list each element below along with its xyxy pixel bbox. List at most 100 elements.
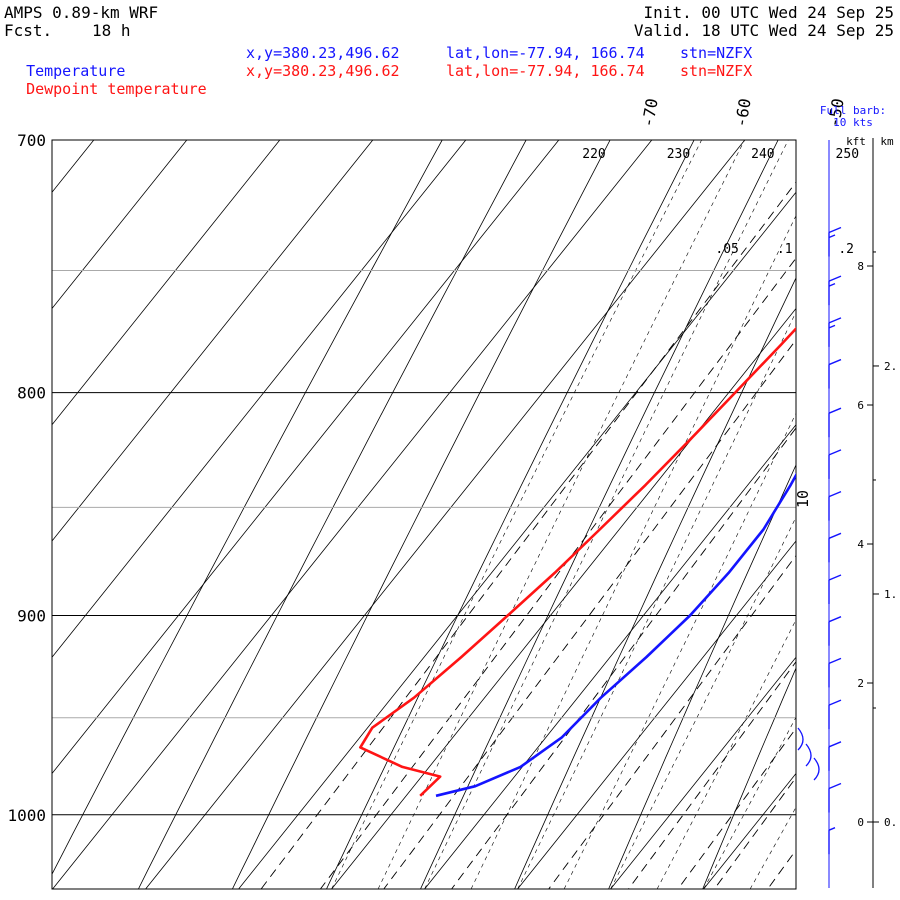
dry-adiabat-label: 230 [667, 147, 690, 162]
mixing-ratio-line [677, 727, 796, 889]
wind-barb-half-feather [828, 827, 836, 831]
wind-barb [828, 782, 842, 813]
isotherm-line [517, 540, 796, 889]
wind-barb [828, 490, 842, 521]
pressure-label: 1000 [7, 806, 46, 825]
mixing-ratio-line [260, 181, 796, 889]
forecast-hours: 18 h [92, 21, 131, 40]
dry-adiabat-line [326, 140, 695, 889]
moist-adiabat-line [470, 215, 796, 889]
valid-time: Valid. 18 UTC Wed 24 Sep 25 [633, 21, 894, 40]
dry-adiabat-line [608, 463, 796, 889]
mixing-ratio-label: .05 [715, 242, 738, 257]
isotherm-line [890, 140, 900, 889]
wind-barb-feather [828, 741, 842, 748]
inline-label-text: 10 [794, 490, 812, 508]
surface-wind-barb [813, 757, 820, 781]
wind-barb-feather [828, 699, 842, 706]
wind-barb-feather [828, 317, 842, 324]
dry-adiabat-label: 220 [582, 147, 605, 162]
isotherm-line [52, 140, 560, 775]
dry-adiabat-line [514, 276, 796, 889]
moist-adiabat-line [377, 140, 745, 889]
mixing-ratio-line [451, 427, 796, 889]
wind-barb-feather [828, 532, 842, 539]
kft-tick-label: 0 [857, 816, 864, 829]
dry-adiabat-label: 240 [751, 147, 774, 162]
mixing-ratio-label: .2 [838, 242, 854, 257]
wind-barb-feather [828, 226, 842, 234]
isotherm-label-text: -50 [824, 97, 848, 129]
wind-title-2: 10 kts [833, 116, 873, 129]
pressure-label: 700 [17, 131, 46, 150]
km-label: km [880, 135, 894, 148]
wind-barb [828, 449, 842, 479]
wind-barb [828, 317, 842, 347]
wind-barb [828, 407, 842, 438]
moist-adiabat-line [424, 140, 789, 889]
dry-adiabat-line [420, 140, 779, 889]
legend-temperature-label: Temperature [26, 62, 126, 80]
model-title: AMPS 0.89-km WRF [4, 3, 159, 22]
wind-barb-feather [828, 782, 842, 790]
kft-tick-label: 2 [857, 677, 864, 690]
wind-barb [828, 226, 842, 257]
legend-dewpoint-label: Dewpoint temperature [26, 80, 207, 98]
wind-barb-half-feather [828, 234, 836, 239]
mixing-ratio-line [383, 339, 796, 889]
dry-adiabat-line [877, 29, 900, 900]
wind-barb-feather [828, 657, 842, 665]
wind-barb [828, 741, 842, 771]
wind-barb-feather [828, 358, 842, 366]
wind-barb [828, 574, 842, 604]
isotherm-label: -60 [731, 97, 755, 129]
mixing-ratio-line [548, 554, 796, 889]
dry-adiabat-line [52, 140, 443, 876]
wind-barb [828, 699, 842, 730]
kft-label: kft [846, 135, 866, 148]
moist-adiabat-line [656, 619, 796, 889]
wind-barb [828, 275, 842, 306]
surface-wind-barb [805, 743, 812, 767]
mixing-ratio-line [320, 257, 796, 889]
moist-adiabat-line [797, 113, 900, 889]
wind-panel: Full barb: 10 kts kft km 8 6 4 2 0 2. 1. 0. [797, 104, 897, 888]
wind-title-1: Full barb: [820, 104, 886, 117]
plot-frame [51, 139, 797, 890]
moist-adiabat-line [843, 113, 900, 889]
legend-temperature-latlon: lat,lon=-77.94, 166.74 [446, 44, 645, 62]
wind-barb [828, 358, 842, 389]
dry-adiabat-label: 250 [836, 147, 859, 162]
dry-adiabat-line [702, 667, 796, 889]
legend-dewpoint: Dewpoint temperature [8, 62, 207, 98]
isotherm-line [52, 140, 188, 310]
temperature-trace [435, 472, 796, 798]
wind-barb-feather [828, 407, 842, 414]
mixing-ratio-line [714, 776, 796, 889]
moist-adiabat-line [890, 113, 900, 889]
isotherm-line [52, 140, 95, 193]
wind-barb [828, 827, 836, 855]
isotherm-line [52, 140, 467, 658]
sounding-traces [358, 326, 796, 798]
wind-barb-half-feather [828, 283, 836, 287]
isotherm-line [52, 140, 374, 542]
legend-temperature-xy: x,y=380.23,496.62 [246, 44, 400, 62]
forecast-label: Fcst. [4, 21, 53, 40]
moist-adiabat-line [610, 516, 796, 889]
km-tick-label: 1. [884, 588, 897, 601]
inline-label: 10 [794, 490, 812, 508]
init-time: Init. 00 UTC Wed 24 Sep 25 [643, 3, 894, 22]
moist-adiabat-line [749, 806, 796, 889]
wind-barb [828, 616, 842, 646]
wind-barb-feather [828, 449, 842, 456]
isotherm-line [52, 140, 281, 426]
dry-adiabats [52, 29, 900, 900]
dry-adiabat-line [231, 140, 611, 889]
isotherm-label: -70 [638, 97, 662, 129]
isotherm-label: -50 [824, 97, 848, 129]
legend-dewpoint-stn: stn=NZFX [680, 62, 753, 80]
mixing-ratio-line [628, 660, 796, 889]
legend-dewpoint-xy: x,y=380.23,496.62 [246, 62, 400, 80]
